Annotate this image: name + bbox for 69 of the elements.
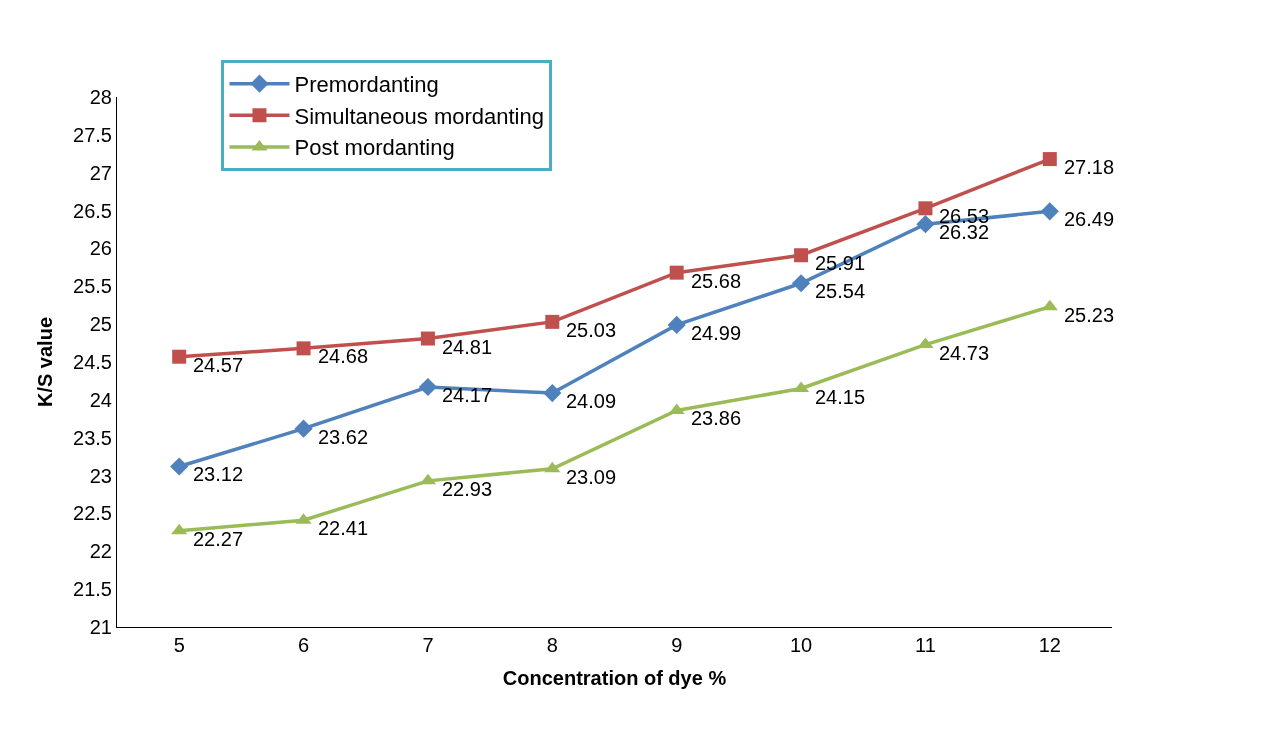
point	[544, 461, 561, 473]
text: 21	[89, 616, 112, 638]
data-label: 27.18	[1064, 156, 1115, 178]
point	[1041, 299, 1058, 311]
text: 28	[89, 86, 112, 108]
data-label: 25.54	[815, 280, 866, 302]
data-label: 24.81	[442, 336, 493, 358]
x-axis-title: Concentration of dye %	[502, 666, 727, 689]
data-label: 23.12	[193, 463, 244, 485]
point	[916, 215, 935, 234]
text: 22	[89, 540, 112, 563]
point	[791, 274, 811, 293]
x-tick-label: 12	[1038, 634, 1061, 656]
text: 27.5	[73, 123, 112, 146]
data-label: 25.03	[566, 319, 617, 341]
point	[667, 315, 686, 334]
point	[543, 383, 562, 403]
data-label: 24.57	[193, 354, 244, 376]
point	[420, 331, 435, 346]
point	[1040, 202, 1059, 221]
data-label: 22.93	[442, 478, 493, 500]
point	[296, 341, 311, 356]
text: 23	[89, 464, 112, 487]
text: 26	[89, 237, 112, 260]
text: 21.5	[73, 578, 112, 601]
x-tick-label: 9	[671, 634, 683, 656]
data-label: 22.27	[193, 528, 244, 550]
data-label: 24.15	[815, 386, 866, 408]
data-label: 23.09	[566, 466, 617, 488]
text: 26.5	[73, 199, 112, 222]
point	[1042, 152, 1057, 167]
data-label: 24.17	[442, 384, 493, 406]
x-tick-label: 10	[789, 634, 813, 656]
point	[294, 419, 313, 438]
legend-label: Post mordanting	[294, 135, 455, 161]
data-label: 24.73	[939, 342, 990, 364]
data-label: 23.62	[318, 426, 369, 448]
point	[171, 523, 188, 535]
legend-label: Premordanting	[294, 72, 439, 98]
data-label: 25.23	[1064, 304, 1115, 326]
text: 23.5	[73, 426, 112, 449]
point	[918, 201, 933, 216]
text: 25	[89, 313, 112, 336]
x-tick-label: 7	[422, 634, 434, 656]
legend-label: Simultaneous mordanting	[294, 103, 544, 129]
point	[669, 265, 684, 280]
x-tick-label: 8	[546, 634, 558, 656]
text: 24.5	[73, 351, 112, 373]
text: 22.5	[73, 502, 112, 525]
data-label: 22.41	[318, 517, 369, 539]
data-label: 26.49	[1064, 208, 1115, 230]
data-label: 24.09	[566, 390, 617, 412]
text: 25.5	[73, 275, 112, 298]
x-tick-label: 5	[173, 634, 185, 656]
text: 27	[89, 161, 112, 184]
point	[170, 457, 189, 476]
data-label: 23.86	[691, 407, 742, 429]
data-label: 24.68	[318, 345, 369, 367]
text: 24	[89, 388, 112, 411]
y-axis-title: K/S value	[33, 316, 56, 408]
point	[917, 337, 934, 349]
point	[172, 349, 187, 364]
x-tick-label: 6	[298, 634, 310, 656]
data-label: 25.68	[691, 270, 742, 292]
data-label: 24.99	[691, 322, 742, 344]
point	[545, 314, 560, 329]
point	[794, 248, 809, 263]
x-tick-label: 11	[915, 634, 936, 656]
point	[418, 377, 438, 397]
